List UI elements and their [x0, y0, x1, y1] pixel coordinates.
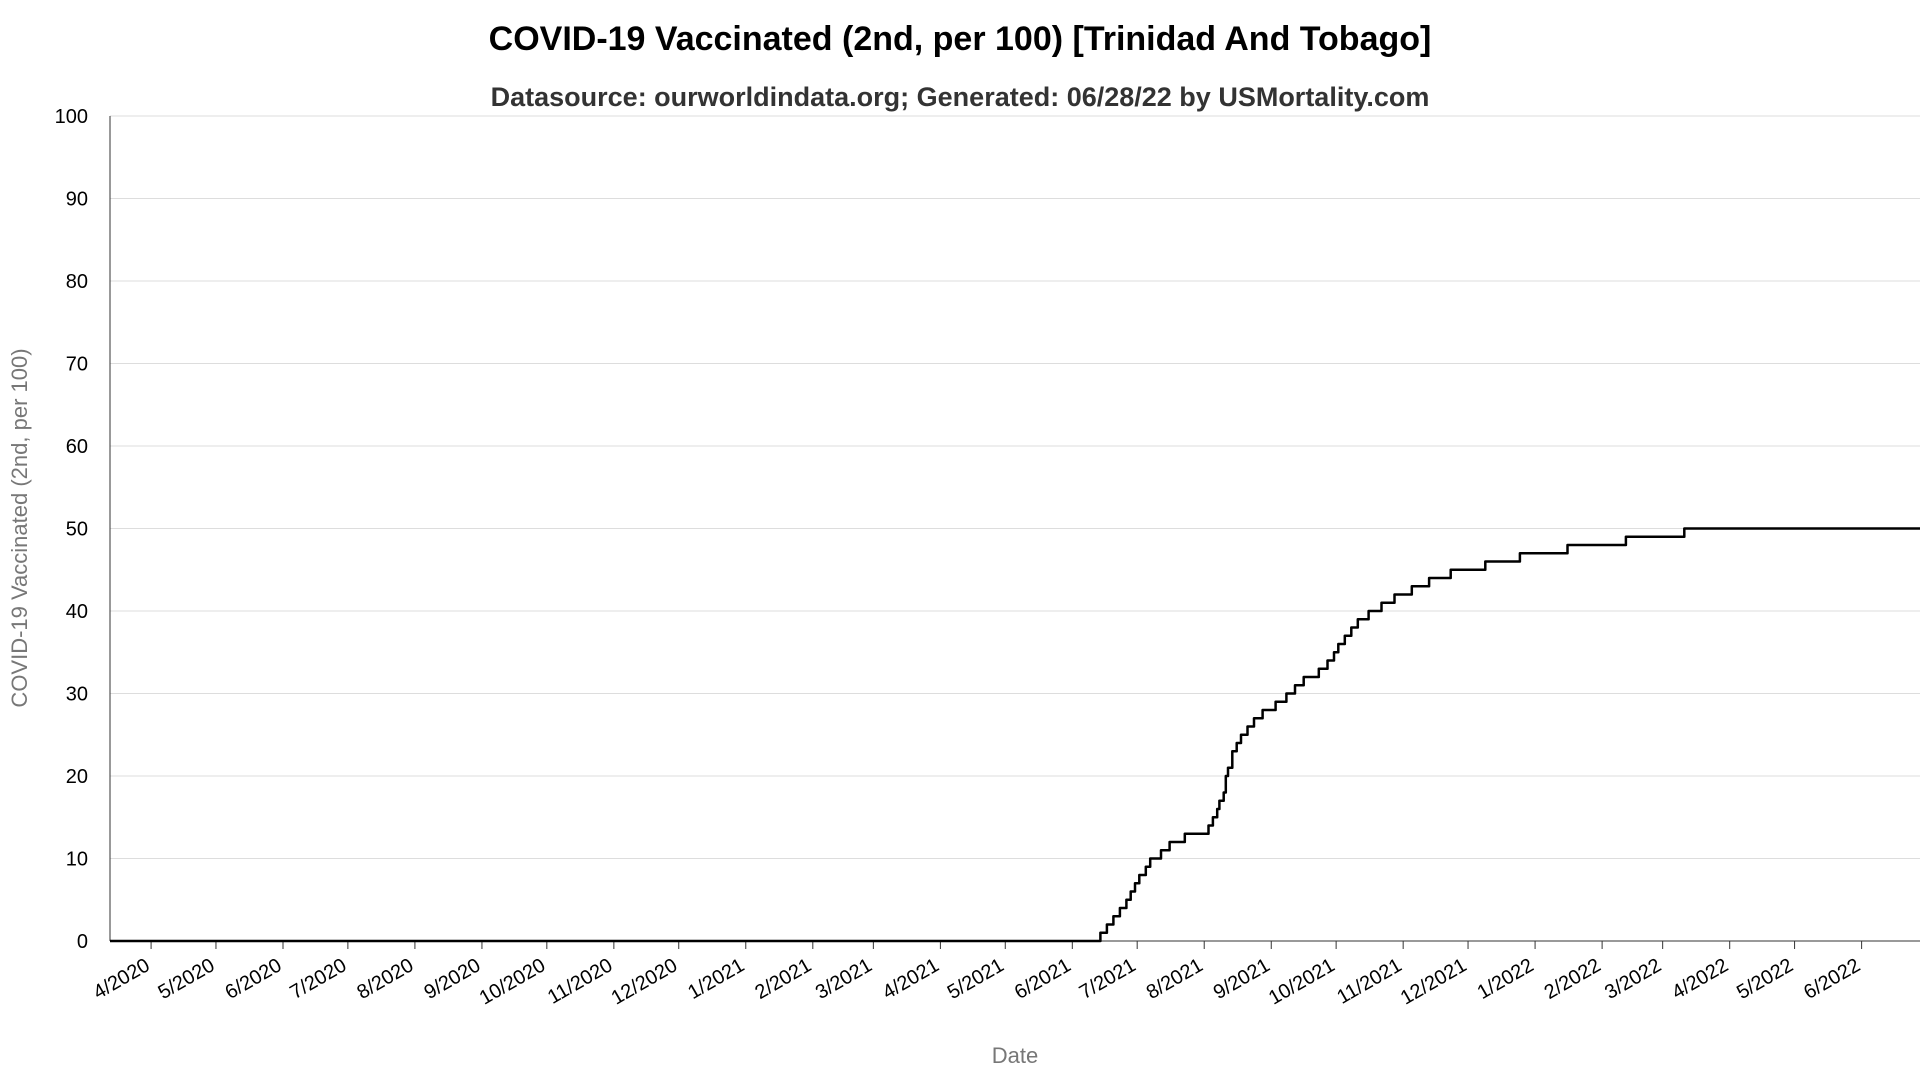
- x-tick-label: 6/2020: [222, 954, 286, 1004]
- x-axis-ticks: 4/2020 5/2020 6/2020 7/2020 8/2020 9/202010/2…: [90, 941, 1864, 1009]
- y-tick-label: 60: [66, 436, 88, 458]
- y-tick-label: 100: [55, 106, 88, 128]
- x-tick-label: 9/2021: [1210, 954, 1274, 1004]
- y-tick-label: 0: [77, 931, 88, 953]
- series-line-0: [110, 527, 1920, 943]
- y-tick-label: 90: [66, 189, 88, 211]
- x-tick-label: 11/2020: [544, 954, 616, 1008]
- y-axis-ticks: 0 10 20 30 40 50 60 70 80 90 100: [55, 106, 88, 953]
- x-tick-label: 9/2020: [420, 954, 484, 1004]
- x-tick-label: 4/2021: [879, 954, 943, 1004]
- x-tick-label: 2/2021: [751, 954, 815, 1004]
- x-tick-label: 12/2020: [608, 954, 682, 1009]
- gridlines: [110, 115, 1920, 859]
- x-tick-label: 1/2021: [684, 954, 748, 1004]
- x-tick-label: 5/2021: [944, 954, 1008, 1004]
- chart-subtitle: Datasource: ourworldindata.org; Generate…: [491, 82, 1430, 112]
- x-tick-label: 4/2022: [1668, 954, 1732, 1004]
- x-tick-label: 5/2020: [154, 954, 218, 1004]
- x-tick-label: 1/2022: [1474, 954, 1538, 1004]
- x-tick-label: 8/2020: [353, 954, 417, 1004]
- x-tick-label: 3/2021: [812, 954, 876, 1004]
- x-axis-title: Date: [992, 1043, 1038, 1068]
- y-tick-label: 40: [66, 601, 88, 623]
- x-tick-label: 2/2022: [1541, 954, 1605, 1004]
- x-tick-label: 10/2020: [476, 954, 550, 1009]
- x-tick-label: 7/2021: [1076, 954, 1140, 1004]
- x-tick-label: 6/2022: [1800, 954, 1864, 1004]
- x-tick-label: 3/2022: [1601, 954, 1665, 1004]
- x-tick-label: 8/2021: [1143, 954, 1207, 1004]
- x-tick-label: 4/2020: [90, 954, 154, 1004]
- y-tick-label: 10: [66, 849, 88, 871]
- series-layer: [110, 527, 1920, 943]
- x-tick-label: 12/2021: [1397, 954, 1471, 1009]
- y-tick-label: 70: [66, 354, 88, 376]
- y-tick-label: 30: [66, 684, 88, 706]
- y-tick-label: 50: [66, 519, 88, 541]
- chart-title: COVID-19 Vaccinated (2nd, per 100) [Trin…: [489, 20, 1432, 58]
- y-tick-label: 20: [66, 766, 88, 788]
- x-tick-label: 7/2020: [286, 954, 350, 1004]
- y-tick-label: 80: [66, 271, 88, 293]
- x-tick-label: 10/2021: [1265, 954, 1339, 1009]
- y-axis-title: COVID-19 Vaccinated (2nd, per 100): [7, 348, 32, 707]
- x-tick-label: 11/2021: [1333, 954, 1405, 1008]
- x-tick-label: 5/2022: [1733, 954, 1797, 1004]
- x-tick-label: 6/2021: [1011, 954, 1075, 1004]
